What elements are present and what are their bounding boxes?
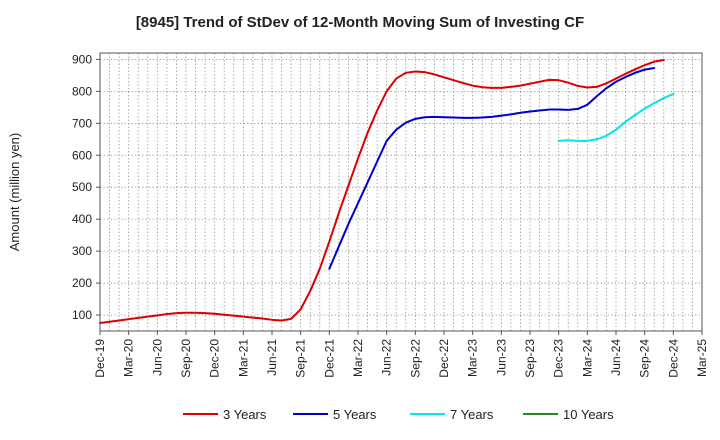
chart-title: [8945] Trend of StDev of 12-Month Moving…	[135, 14, 585, 31]
series-line-3	[557, 92, 675, 142]
legend-label-1: 3 Years	[223, 407, 267, 422]
series-lines	[99, 59, 675, 325]
y-axis: 100 200 300 400 500 600 700 800 900	[72, 52, 100, 322]
legend-label-2: 5 Years	[333, 407, 377, 422]
x-axis: Dec-19 Mar-20 Jun-20 Sep-20 Dec-20 Mar-21 Jun-…	[93, 331, 709, 378]
x-tick-label: Jun-20	[150, 339, 164, 376]
y-tick-label: 400	[72, 212, 92, 226]
plot-background	[100, 53, 702, 331]
series-line-1	[99, 59, 665, 325]
x-tick-label: Mar-21	[236, 339, 250, 377]
x-tick-label: Dec-24	[666, 339, 680, 378]
x-tick-label: Sep-20	[179, 339, 193, 378]
x-tick-label: Mar-20	[122, 339, 136, 377]
x-tick-label: Mar-22	[351, 339, 365, 377]
y-tick-label: 500	[72, 180, 92, 194]
series-line-2	[328, 67, 656, 270]
x-tick-label: Mar-24	[580, 339, 594, 377]
legend-label-4: 10 Years	[563, 407, 614, 422]
y-tick-label: 900	[72, 52, 92, 66]
plot-frame	[99, 52, 703, 332]
y-tick-label: 600	[72, 148, 92, 162]
x-tick-label: Dec-22	[437, 339, 451, 378]
x-tick-label: Jun-24	[609, 339, 623, 376]
y-tick-label: 300	[72, 244, 92, 258]
x-tick-label: Dec-20	[208, 339, 222, 378]
x-tick-label: Mar-23	[466, 339, 480, 377]
x-tick-label: Jun-23	[494, 339, 508, 376]
grid-lines	[99, 53, 703, 331]
x-tick-label: Sep-23	[523, 339, 537, 378]
x-tick-label: Dec-21	[322, 339, 336, 378]
legend-label-3: 7 Years	[450, 407, 494, 422]
x-tick-label: Dec-23	[552, 339, 566, 378]
x-tick-label: Dec-19	[93, 339, 107, 378]
y-tick-label: 200	[72, 276, 92, 290]
y-tick-label: 800	[72, 84, 92, 98]
y-tick-label: 700	[72, 116, 92, 130]
legend: 3 Years 5 Years 7 Years 10 Years	[183, 407, 614, 422]
x-tick-label: Jun-22	[380, 339, 394, 376]
x-tick-label: Jun-21	[265, 339, 279, 376]
y-tick-label: 100	[72, 308, 92, 322]
x-tick-label: Sep-21	[294, 339, 308, 378]
y-axis-title: Amount (million yen)	[7, 133, 22, 252]
x-tick-label: Sep-24	[638, 339, 652, 378]
x-tick-label: Sep-22	[408, 339, 422, 378]
x-tick-label: Mar-25	[695, 339, 709, 377]
